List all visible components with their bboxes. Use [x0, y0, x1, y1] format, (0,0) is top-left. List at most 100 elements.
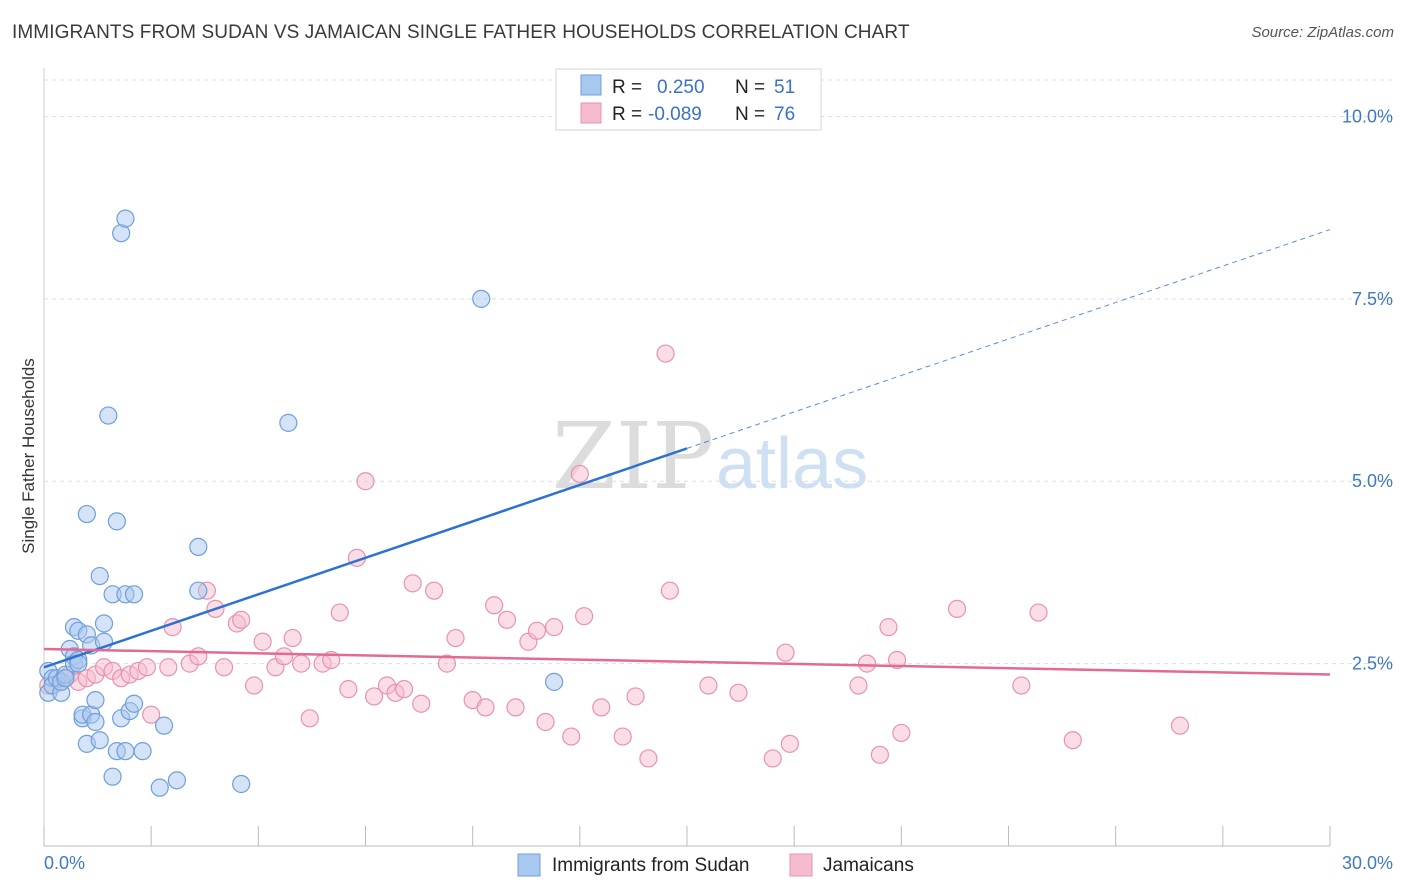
- jamaican-point: [283, 628, 302, 648]
- series-legend-label-jamaicans: Jamaicans: [823, 855, 914, 876]
- legend-r-label-1: R =: [612, 77, 642, 98]
- sudan-point: [472, 289, 491, 308]
- sudan-point: [279, 413, 298, 432]
- sudan-point: [189, 537, 208, 556]
- legend-r-value-2: -0.089: [648, 104, 702, 125]
- sudan-point: [167, 771, 186, 790]
- sudan-point: [154, 716, 174, 735]
- sudan-point: [116, 209, 135, 228]
- legend-r-value-1: 0.250: [657, 77, 705, 98]
- sudan-point: [124, 585, 144, 604]
- sudan-point: [189, 581, 208, 600]
- jamaican-point: [339, 680, 358, 699]
- legend-r-label-2: R =: [612, 104, 642, 125]
- jamaican-point: [870, 745, 890, 764]
- sudan-point: [545, 672, 564, 691]
- sudan-point: [99, 406, 118, 425]
- y-tick-label: 10.0%: [1342, 106, 1393, 126]
- jamaican-point: [330, 603, 349, 622]
- jamaican-point: [412, 694, 431, 713]
- jamaican-point: [274, 647, 294, 666]
- jamaican-point: [159, 658, 178, 677]
- sudan-point: [86, 690, 105, 710]
- jamaican-point: [887, 650, 907, 670]
- chart-title: IMMIGRANTS FROM SUDAN VS JAMAICAN SINGLE…: [12, 22, 910, 43]
- sudan-point: [150, 778, 169, 797]
- jamaican-point: [244, 676, 264, 695]
- jamaican-point: [639, 749, 658, 768]
- jamaican-point: [849, 676, 868, 695]
- jamaican-point: [527, 621, 547, 640]
- jamaican-point: [947, 599, 967, 619]
- sudan-point: [232, 774, 251, 794]
- sudan-point: [77, 504, 96, 524]
- jamaican-point: [613, 727, 632, 746]
- sudan-point: [56, 669, 75, 688]
- sudan-point: [90, 566, 109, 586]
- jamaican-point: [232, 610, 251, 629]
- series-legend-swatch-jamaicans: [789, 853, 813, 877]
- sudan-point: [94, 614, 114, 633]
- correlation-legend: R = 0.250 N = 51 R = -0.089 N = 76: [555, 68, 822, 131]
- jamaican-point: [857, 654, 877, 673]
- sudan-point: [124, 694, 144, 713]
- jamaican-point: [1170, 716, 1190, 735]
- jamaican-point: [729, 683, 748, 702]
- jamaican-point: [562, 727, 581, 746]
- jamaican-point: [364, 687, 384, 706]
- series-legend: Immigrants from Sudan Jamaicans: [517, 853, 914, 877]
- jamaican-point: [626, 687, 645, 706]
- sudan-point: [107, 512, 126, 531]
- jamaican-point: [142, 705, 161, 724]
- jamaican-point: [570, 464, 589, 484]
- jamaican-point: [497, 610, 517, 629]
- y-tick-label: 2.5%: [1352, 654, 1393, 674]
- jamaican-point: [214, 658, 234, 677]
- sudan-point: [133, 742, 152, 761]
- jamaican-point: [506, 698, 525, 717]
- jamaican-point: [1012, 676, 1031, 695]
- jamaican-point: [137, 658, 156, 677]
- x-tick-label: 0.0%: [44, 853, 85, 873]
- sudan-point: [86, 712, 105, 732]
- x-tick-label: 30.0%: [1342, 853, 1393, 873]
- grid-lines: [44, 79, 1392, 665]
- jamaican-point: [189, 647, 208, 666]
- jamaican-point: [300, 709, 319, 728]
- jamaican-point: [780, 734, 799, 753]
- jamaican-point: [776, 643, 795, 662]
- jamaican-point: [656, 344, 675, 363]
- jamaican-point: [403, 574, 422, 593]
- watermark-atlas: atlas: [716, 424, 868, 504]
- chart-source: Source: ZipAtlas.com: [1251, 24, 1394, 41]
- jamaican-point: [292, 654, 311, 673]
- jamaican-point: [446, 628, 465, 648]
- watermark-zip: ZIP: [552, 403, 714, 510]
- jamaican-point: [545, 618, 564, 637]
- series-legend-swatch-sudan: [517, 853, 541, 877]
- jamaican-point: [394, 680, 414, 699]
- sudan-point: [103, 767, 122, 786]
- jamaican-point: [1029, 603, 1048, 622]
- jamaican-point: [437, 654, 457, 673]
- axes: 2.5% 5.0% 7.5% 10.0% 0.0% 30.0%: [43, 68, 1393, 873]
- y-tick-label: 7.5%: [1352, 289, 1393, 309]
- y-tick-label: 5.0%: [1352, 471, 1393, 491]
- series-legend-label-sudan: Immigrants from Sudan: [552, 855, 749, 876]
- jamaican-point: [879, 618, 898, 637]
- legend-swatch-sudan: [580, 74, 602, 96]
- jamaican-point: [763, 749, 782, 768]
- jamaican-point: [485, 596, 504, 615]
- y-axis-label: Single Father Households: [19, 358, 38, 554]
- jamaican-point: [356, 472, 375, 491]
- legend-n-label-1: N =: [735, 77, 765, 98]
- trend-lines: [43, 229, 1331, 676]
- jamaican-trend-line: [43, 647, 1331, 676]
- jamaican-point: [592, 698, 611, 717]
- legend-n-value-2: 76: [774, 104, 795, 125]
- jamaican-point: [536, 712, 555, 732]
- jamaican-point: [699, 676, 718, 695]
- jamaican-point: [253, 632, 272, 651]
- jamaican-point: [892, 723, 911, 743]
